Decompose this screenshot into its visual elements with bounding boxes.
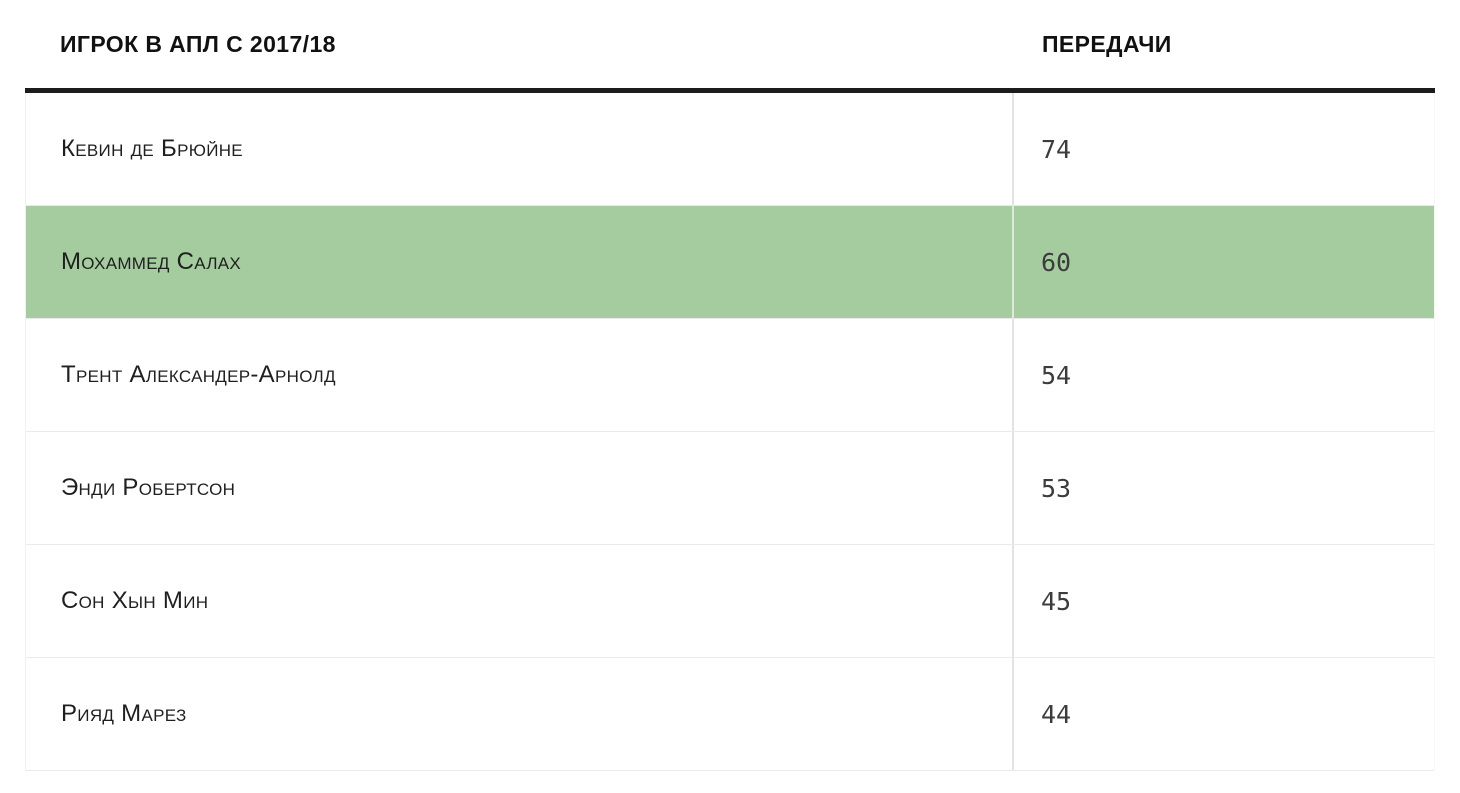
table-row[interactable]: Сон Хын Мин 45 xyxy=(26,545,1434,658)
table-header-row: ИГРОК В АПЛ С 2017/18 ПЕРЕДАЧИ xyxy=(25,0,1435,93)
assists-value: 60 xyxy=(1041,247,1072,277)
player-name: Мохаммед Салах xyxy=(26,206,1014,318)
assists-value: 45 xyxy=(1041,586,1072,616)
assists-value: 74 xyxy=(1041,134,1072,164)
table-row[interactable]: Трент Александер-Арнолд 54 xyxy=(26,319,1434,432)
stats-table: ИГРОК В АПЛ С 2017/18 ПЕРЕДАЧИ Кевин де … xyxy=(25,0,1435,771)
assists-value: 44 xyxy=(1041,699,1072,729)
table-body: Кевин де Брюйне 74 Мохаммед Салах 60 Тре… xyxy=(25,93,1435,771)
table-row[interactable]: Энди Робертсон 53 xyxy=(26,432,1434,545)
column-header-player: ИГРОК В АПЛ С 2017/18 xyxy=(60,30,336,57)
table-row[interactable]: Рияд Марез 44 xyxy=(26,658,1434,771)
assists-value: 54 xyxy=(1041,360,1072,390)
player-name: Кевин де Брюйне xyxy=(26,93,1014,205)
player-name: Энди Робертсон xyxy=(26,432,1014,544)
assists-value: 53 xyxy=(1041,473,1072,503)
player-name: Сон Хын Мин xyxy=(26,545,1014,657)
column-header-assists: ПЕРЕДАЧИ xyxy=(1042,30,1172,57)
player-name: Рияд Марез xyxy=(26,658,1014,770)
table-row[interactable]: Кевин де Брюйне 74 xyxy=(26,93,1434,206)
player-name: Трент Александер-Арнолд xyxy=(26,319,1014,431)
table-row[interactable]: Мохаммед Салах 60 xyxy=(26,206,1434,319)
